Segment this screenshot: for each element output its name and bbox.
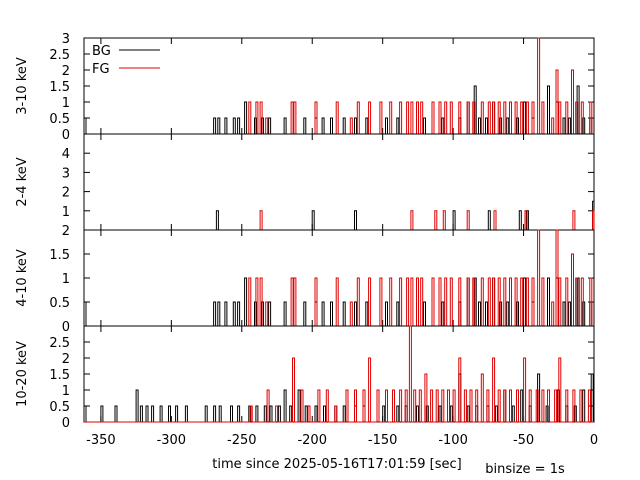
y-tick-label: 1 (62, 96, 70, 111)
series-fg-line (84, 325, 594, 423)
x-tick-label: -100 (438, 433, 468, 448)
series-bg-line (83, 373, 594, 423)
x-tick-label: -300 (157, 433, 187, 448)
y-tick-label: 1 (62, 272, 70, 287)
y-axis-label: 4-10 keV (15, 249, 30, 307)
y-tick-label: 3 (62, 32, 70, 47)
series-fg-line (84, 229, 594, 327)
y-tick-label: 3 (62, 166, 70, 181)
y-tick-label: 1 (62, 384, 70, 399)
y-tick-label: 2.5 (49, 48, 70, 63)
legend-label-bg: BG (92, 44, 111, 59)
y-tick-label: 1 (62, 205, 70, 220)
legend: BG FG (92, 44, 160, 77)
y-tick-label: 0 (62, 416, 70, 431)
y-tick-label: 2 (62, 186, 70, 201)
x-tick-label: -250 (227, 433, 257, 448)
y-tick-label: 0.5 (49, 112, 70, 127)
x-tick-label: -50 (513, 433, 534, 448)
x-axis-label: time since 2025-05-16T17:01:59 [sec] (212, 457, 461, 472)
x-tick-label: -200 (297, 433, 327, 448)
x-tick-label: 0 (590, 433, 598, 448)
panel-3: 0 0.5 1 1.5 4-10 keV (15, 229, 595, 335)
legend-label-fg: FG (92, 62, 110, 77)
y-tick-label: 1.5 (49, 368, 70, 383)
y-tick-label: 0.5 (49, 296, 70, 311)
x-tick-label: -150 (368, 433, 398, 448)
binsize-annotation: binsize = 1s (485, 462, 565, 477)
series-bg-line (84, 200, 595, 231)
y-axis-label: 3-10 keV (15, 57, 30, 115)
y-tick-label: 2 (62, 224, 70, 239)
y-tick-label: 0 (62, 128, 70, 143)
y-tick-label: 2 (62, 64, 70, 79)
y-tick-label: 1.5 (49, 248, 70, 263)
y-tick-label: 4 (62, 147, 70, 162)
x-axis: -350 -300 -250 -200 -150 -100 -50 0 (86, 433, 598, 448)
x-tick-label: -350 (86, 433, 116, 448)
y-tick-label: 0.5 (49, 400, 70, 415)
y-tick-label: 2 (62, 352, 70, 367)
panel-2: 2 1 2 3 4 2-4 keV (15, 133, 595, 239)
y-tick-label: 2.5 (49, 336, 70, 351)
series-fg-line (84, 37, 594, 135)
panel-1: 00.511.522.53 3-10 keV (15, 32, 595, 143)
y-tick-label: 0 (62, 320, 70, 335)
y-axis-label: 2-4 keV (15, 157, 30, 206)
panel-4: 00.511.522.5 10-20 keV (15, 325, 595, 431)
y-axis-label: 10-20 keV (15, 341, 30, 407)
panel-frame (83, 133, 595, 231)
series-fg-line (84, 210, 595, 231)
y-tick-label: 1.5 (49, 80, 70, 95)
